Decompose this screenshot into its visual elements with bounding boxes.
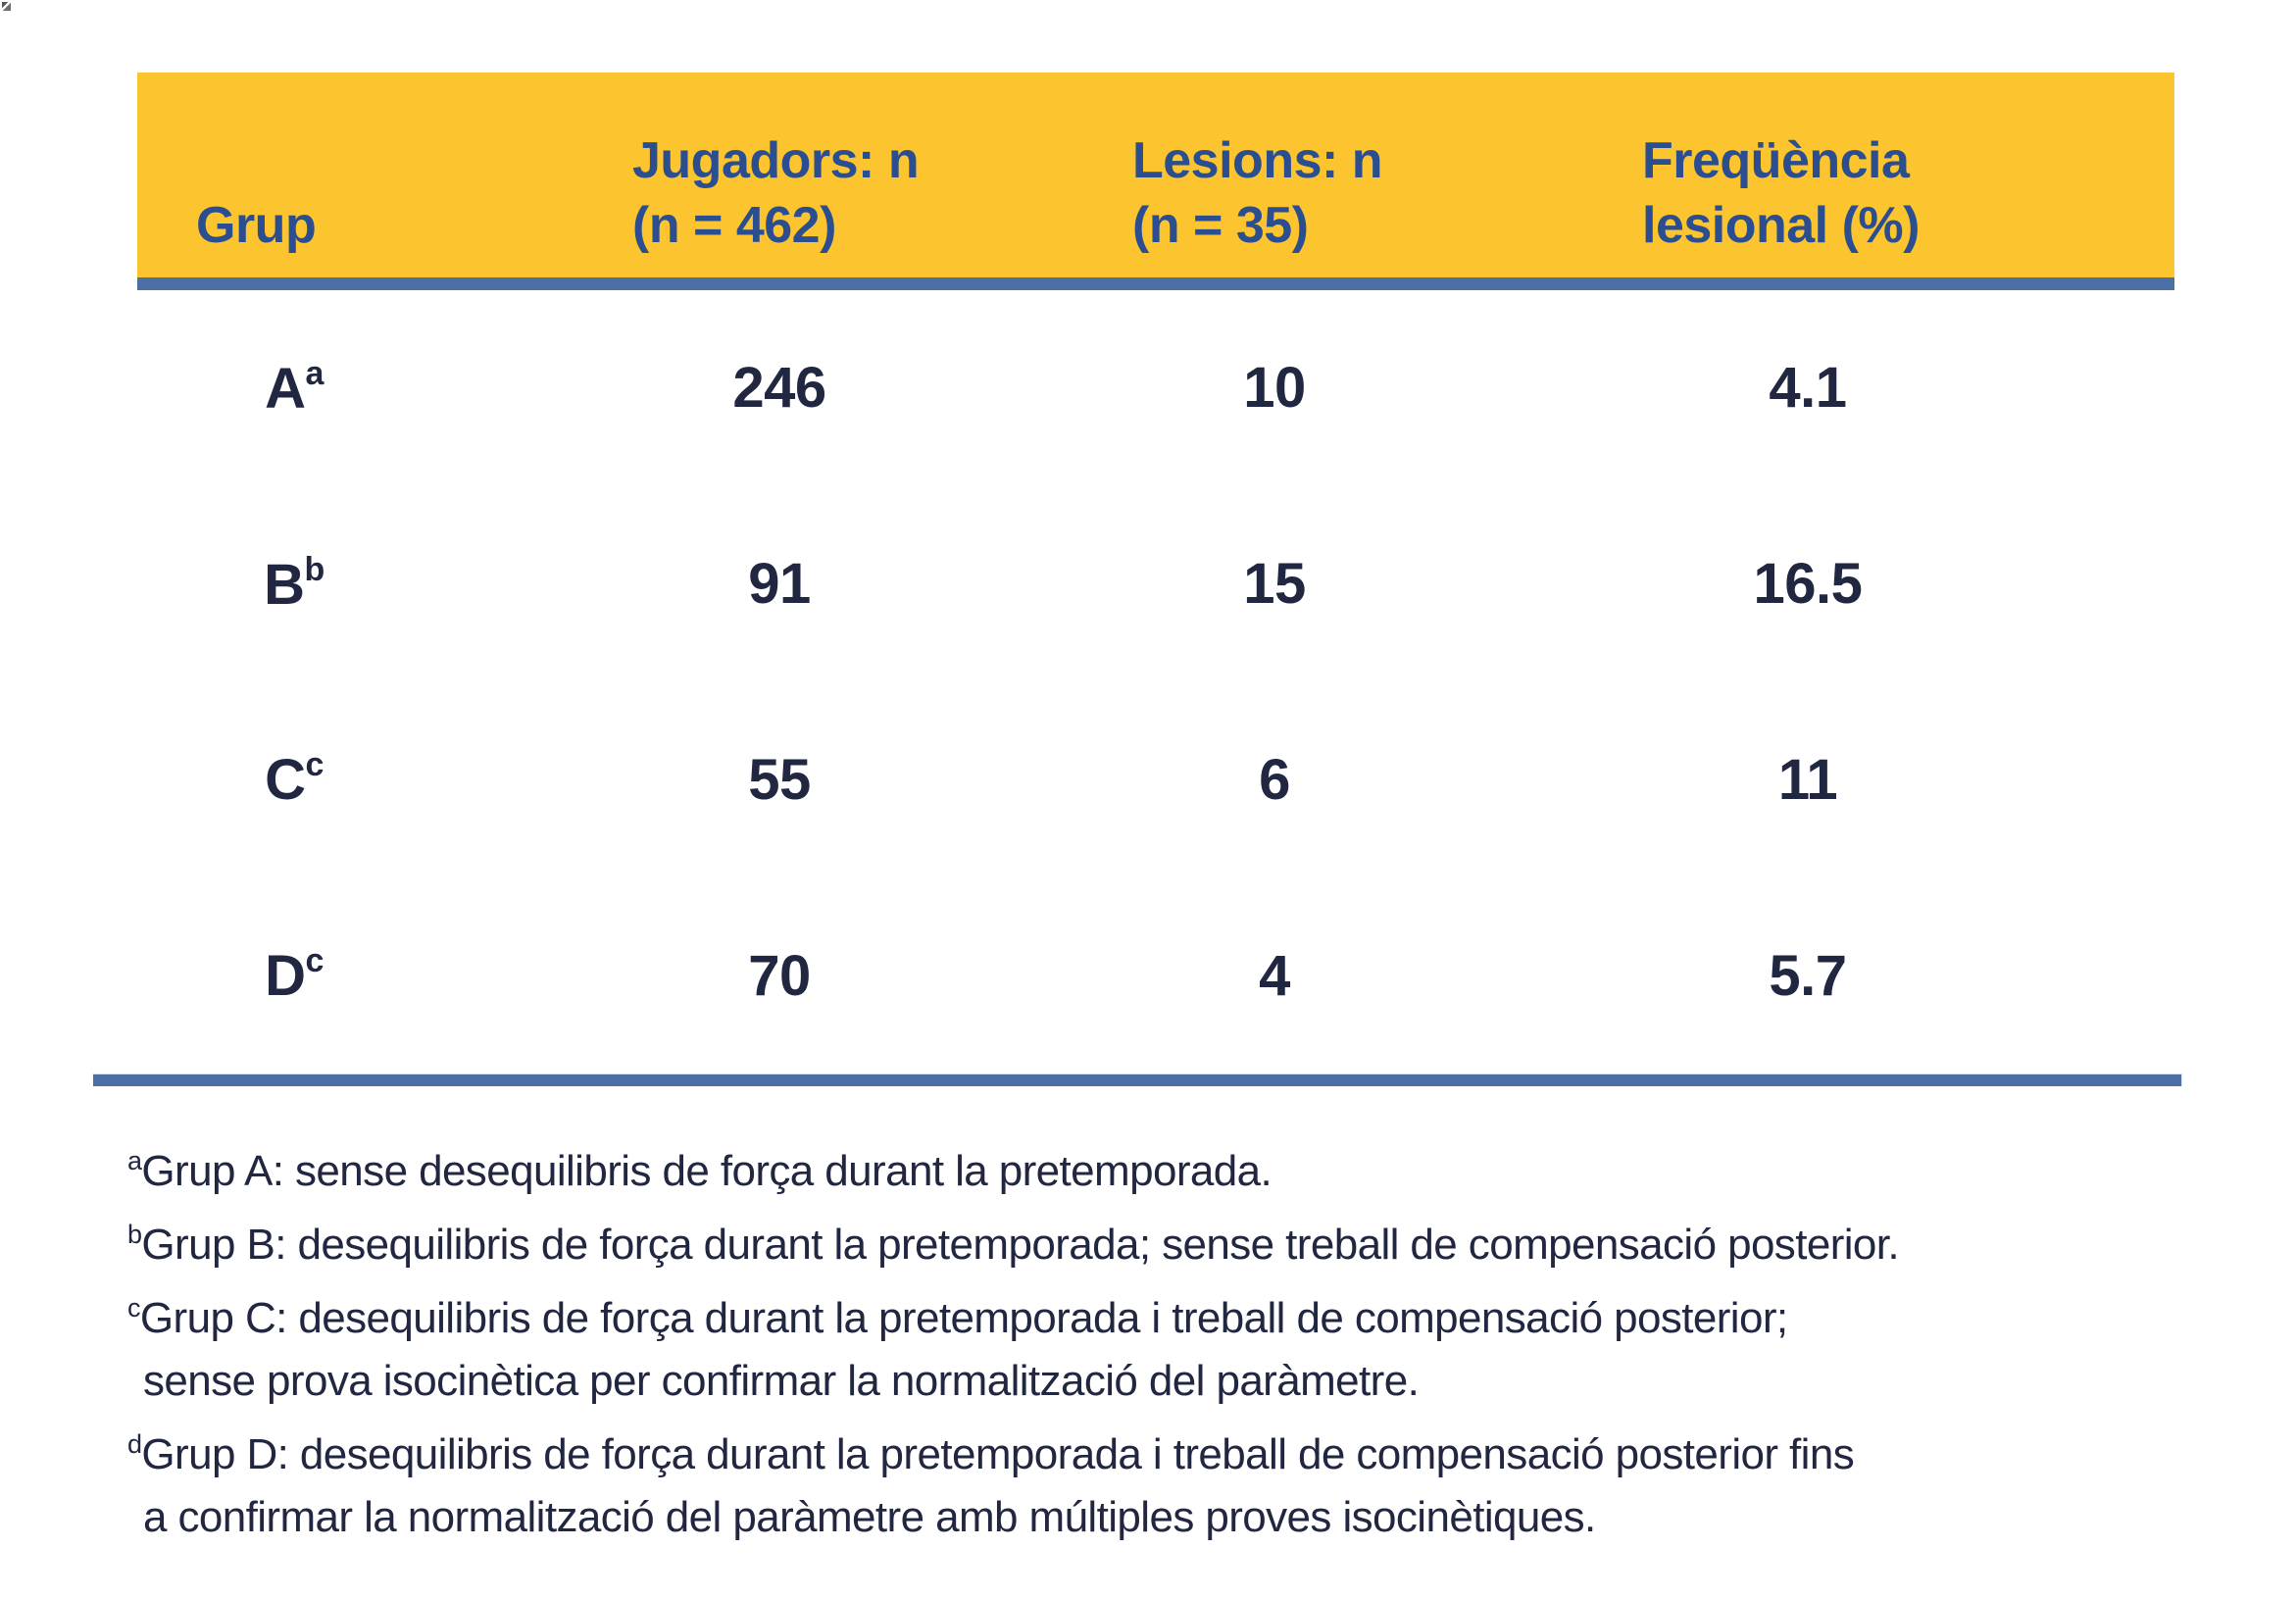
column-header-jugadors: Jugadors: n (n = 462): [451, 128, 1108, 258]
footnotes: aGrup A: sense desequilibris de força du…: [127, 1129, 2265, 1549]
column-header-jugadors-line2: (n = 462): [632, 197, 836, 254]
column-header-jugadors-line1: Jugadors: n: [632, 132, 920, 189]
footnote-text: Grup C: desequilibris de força durant la…: [139, 1294, 1788, 1342]
footnote-text: a confirmar la normalització del paràmet…: [143, 1493, 1596, 1541]
footnote-superscript: d: [127, 1429, 142, 1459]
footnote-superscript: a: [127, 1146, 142, 1175]
group-letter: C: [265, 748, 306, 813]
footnote-b: bGrup B: desequilibris de força durant l…: [127, 1203, 2265, 1276]
cell-jugadors: 91: [748, 552, 811, 617]
column-header-grup-label: Grup: [196, 197, 317, 254]
cell-lesions: 15: [1243, 552, 1306, 617]
table-row: Bb 91 15 16.5: [137, 486, 2174, 682]
footnote-a: aGrup A: sense desequilibris de força du…: [127, 1129, 2265, 1203]
footnote-c: cGrup C: desequilibris de força durant l…: [127, 1276, 2265, 1350]
table-row: Aa 246 10 4.1: [137, 290, 2174, 486]
footnote-text: Grup B: desequilibris de força durant la…: [141, 1221, 1900, 1269]
footnote-c-continued: sense prova isocinètica per confirmar la…: [127, 1350, 2265, 1413]
cell-frequencia: 4.1: [1769, 356, 1847, 421]
cell-grup: Cc: [137, 746, 451, 813]
table-bottom-rule: [93, 1074, 2182, 1086]
footnote-text: Grup D: desequilibris de força durant la…: [141, 1430, 1855, 1478]
footnote-superscript: c: [127, 1293, 141, 1323]
cell-grup: Dc: [137, 942, 451, 1009]
table-row: Dc 70 4 5.7: [137, 877, 2174, 1074]
column-header-lesions-line2: (n = 35): [1132, 197, 1309, 254]
footnote-superscript: b: [127, 1220, 142, 1249]
column-header-lesions-line1: Lesions: n: [1132, 132, 1383, 189]
footnote-text: Grup A: sense desequilibris de força dur…: [141, 1147, 1273, 1195]
group-superscript: c: [305, 942, 324, 980]
cell-frequencia: 16.5: [1753, 552, 1863, 617]
column-header-frequencia: Freqüència lesional (%): [1441, 128, 2174, 258]
footnote-d: dGrup D: desequilibris de força durant l…: [127, 1413, 2265, 1486]
table-header: Grup Jugadors: n (n = 462) Lesions: n (n…: [137, 73, 2174, 277]
cell-jugadors: 70: [748, 943, 811, 1008]
cell-grup: Aa: [137, 355, 451, 422]
table-body: Aa 246 10 4.1 Bb 91 15 16.5 Cc 55 6 11 D…: [137, 290, 2174, 1074]
column-header-lesions: Lesions: n (n = 35): [1108, 128, 1441, 258]
group-letter: A: [265, 356, 306, 421]
cell-lesions: 10: [1243, 356, 1306, 421]
column-header-frequencia-line2: lesional (%): [1642, 197, 1920, 254]
corner-artifact: [2, 2, 11, 11]
group-superscript: a: [305, 354, 324, 392]
group-superscript: c: [305, 746, 324, 784]
footnote-d-continued: a confirmar la normalització del paràmet…: [127, 1486, 2265, 1549]
group-letter: B: [264, 552, 305, 617]
cell-jugadors: 55: [748, 747, 811, 812]
column-header-frequencia-line1: Freqüència: [1642, 132, 1910, 189]
cell-jugadors: 246: [732, 356, 826, 421]
cell-frequencia: 5.7: [1769, 943, 1847, 1008]
footnote-text: sense prova isocinètica per confirmar la…: [143, 1357, 1420, 1405]
column-header-grup: Grup: [137, 193, 451, 258]
header-divider-rule: [137, 277, 2174, 290]
cell-lesions: 4: [1259, 943, 1290, 1008]
table-row: Cc 55 6 11: [137, 682, 2174, 878]
cell-lesions: 6: [1259, 747, 1290, 812]
cell-grup: Bb: [137, 551, 451, 618]
group-superscript: b: [304, 550, 325, 588]
cell-frequencia: 11: [1777, 747, 1838, 812]
group-letter: D: [265, 944, 306, 1009]
